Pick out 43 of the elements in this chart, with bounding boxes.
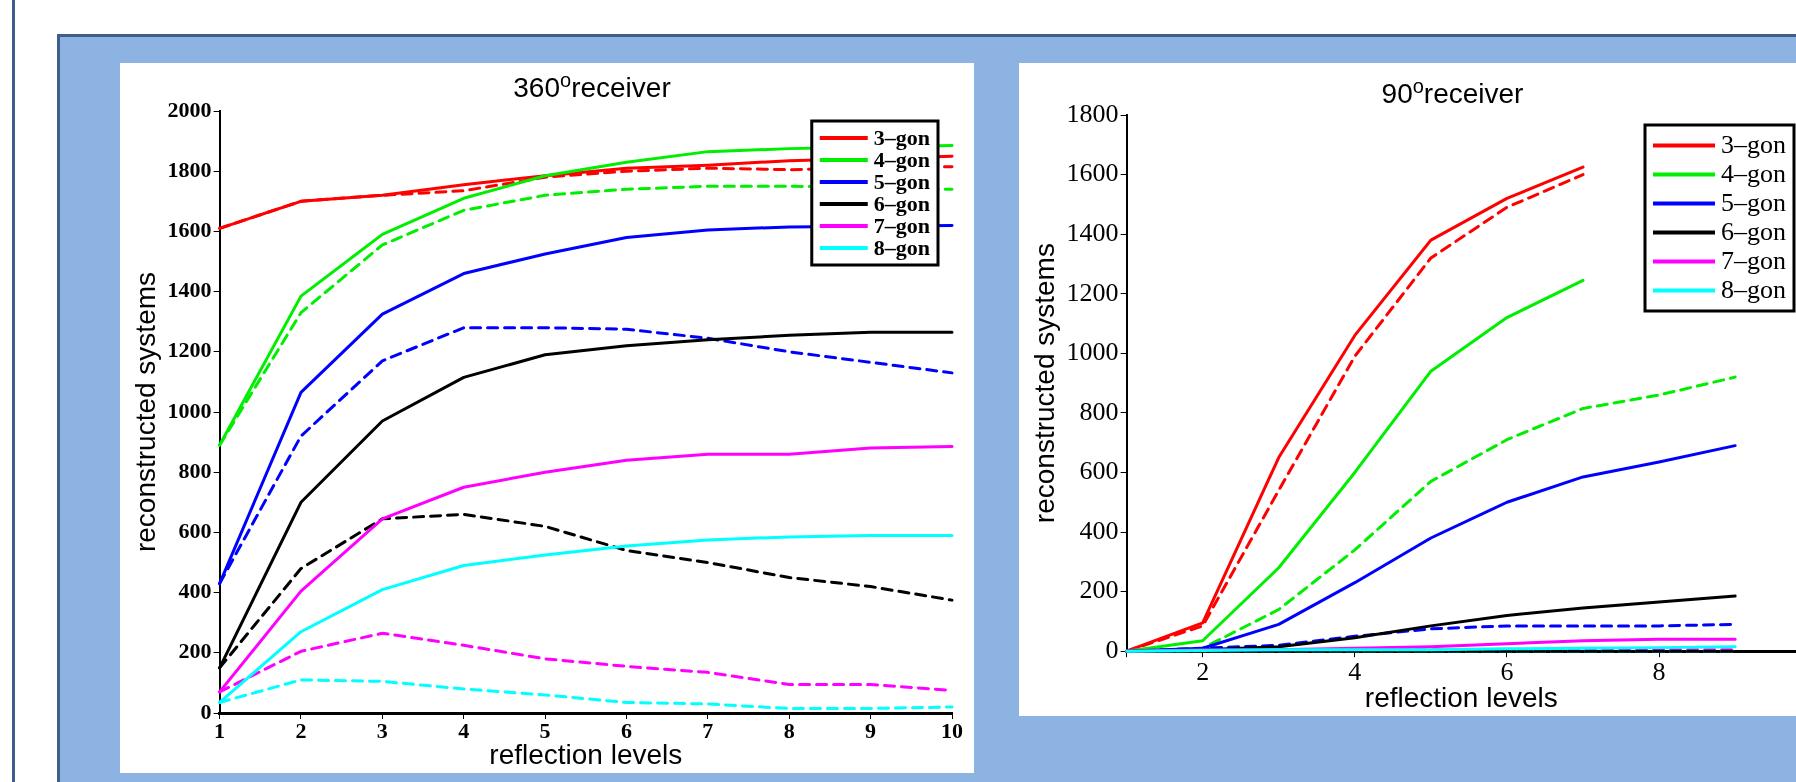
- y-tick-label: 1800: [167, 156, 212, 182]
- legend-label: 6–gon: [1721, 217, 1786, 247]
- y-tick-label: 1600: [1066, 158, 1119, 188]
- y-tick-label: 2000: [167, 96, 212, 122]
- y-tick-label: 1400: [1066, 217, 1119, 247]
- y-axis-title: reconstructed systems: [129, 271, 161, 553]
- x-tick-label: 3: [376, 717, 388, 743]
- y-tick-label: 1000: [1066, 337, 1119, 367]
- y-tick-label: 800: [1079, 396, 1119, 426]
- x-tick-label: 10: [941, 717, 963, 743]
- x-tick-label: 2: [1196, 656, 1210, 686]
- y-tick-label: 600: [178, 518, 212, 544]
- y-tick-label: 800: [178, 457, 212, 483]
- legend-label: 7–gon: [1721, 246, 1786, 276]
- legend-label: 5–gon: [1721, 188, 1786, 218]
- x-tick-label: 2: [295, 717, 307, 743]
- y-tick-label: 400: [1079, 515, 1119, 545]
- y-tick-label: 0: [200, 698, 212, 724]
- y-tick-label: 1600: [167, 217, 212, 243]
- legend-label: 4–gon: [1721, 159, 1786, 189]
- y-tick-label: 1400: [167, 277, 212, 303]
- chart-title: 360$^{o}$receiver: [513, 69, 671, 104]
- x-tick-label: 4: [1348, 656, 1362, 686]
- y-tick-label: 600: [1079, 456, 1119, 486]
- y-tick-label: 400: [178, 578, 212, 604]
- y-tick-label: 1200: [167, 337, 212, 363]
- y-axis-title: reconstructed systems: [1028, 243, 1060, 524]
- x-tick-label: 4: [458, 717, 470, 743]
- x-tick-label: 8: [1652, 656, 1666, 686]
- y-tick-label: 200: [178, 638, 212, 664]
- x-tick-label: 1: [214, 717, 226, 743]
- y-tick-label: 1800: [1066, 98, 1119, 128]
- legend-label: 3–gon: [1721, 130, 1786, 160]
- y-tick-label: 1000: [167, 397, 212, 423]
- x-tick-label: 8: [783, 717, 795, 743]
- y-tick-label: 0: [1105, 635, 1119, 665]
- y-tick-label: 200: [1079, 575, 1119, 605]
- legend-label: 8–gon: [1721, 275, 1786, 305]
- y-tick-label: 1200: [1066, 277, 1119, 307]
- x-tick-label: 7: [702, 717, 714, 743]
- x-tick-label: 9: [865, 717, 877, 743]
- chart-title: 90$^{o}$receiver: [1381, 75, 1524, 110]
- legend-label: 3–gon: [873, 124, 931, 150]
